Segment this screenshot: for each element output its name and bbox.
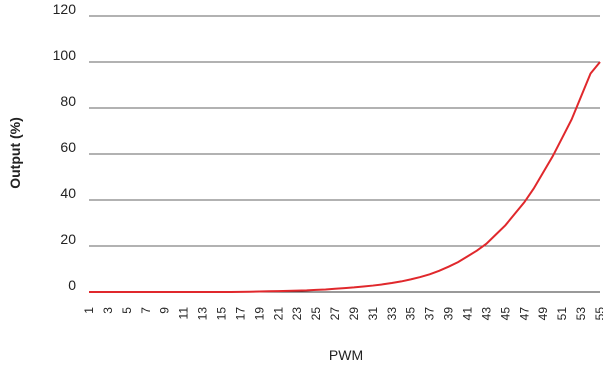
- x-tick-label-47: 47: [517, 307, 531, 321]
- x-tick-label-3: 3: [101, 307, 115, 314]
- x-tick-label-51: 51: [555, 307, 569, 321]
- x-axis-ticks: 1 3 5 7 9 11 13 15 17 19 21 23 25 27 29 31 33 35 37 39 41 43 4…: [82, 307, 603, 321]
- y-tick-label-60: 60: [60, 139, 76, 155]
- series-line-0: [89, 61, 601, 293]
- x-tick-label-43: 43: [479, 307, 493, 321]
- x-tick-label-17: 17: [233, 307, 247, 321]
- x-tick-label-5: 5: [120, 307, 134, 314]
- x-tick-label-13: 13: [196, 307, 210, 321]
- x-axis-title: PWM: [329, 347, 363, 363]
- x-tick-label-45: 45: [498, 307, 512, 321]
- y-tick-label-20: 20: [60, 231, 76, 247]
- y-tick-label-100: 100: [53, 47, 77, 63]
- x-tick-label-15: 15: [214, 307, 228, 321]
- x-tick-label-31: 31: [366, 307, 380, 321]
- x-tick-label-53: 53: [574, 307, 588, 321]
- y-tick-label-0: 0: [68, 277, 76, 293]
- grid-lines: [89, 15, 600, 293]
- x-tick-label-41: 41: [461, 307, 475, 321]
- y-tick-label-120: 120: [53, 1, 77, 17]
- y-tick-label-80: 80: [60, 93, 76, 109]
- x-tick-label-49: 49: [536, 307, 550, 321]
- y-axis-ticks: 0 20 40 60 80 100 120: [53, 1, 77, 293]
- x-tick-label-23: 23: [290, 307, 304, 321]
- y-tick-label-40: 40: [60, 185, 76, 201]
- x-tick-label-9: 9: [158, 307, 172, 314]
- y-axis-title: Output (%): [7, 117, 23, 189]
- x-tick-label-25: 25: [309, 307, 323, 321]
- x-tick-label-55: 55: [593, 307, 603, 321]
- x-tick-label-1: 1: [82, 307, 96, 314]
- x-tick-label-19: 19: [252, 307, 266, 321]
- x-tick-label-39: 39: [442, 307, 456, 321]
- x-tick-label-35: 35: [404, 307, 418, 321]
- x-tick-label-7: 7: [139, 307, 153, 314]
- series-group: [89, 61, 601, 293]
- x-tick-label-33: 33: [385, 307, 399, 321]
- x-tick-label-11: 11: [177, 307, 191, 320]
- x-tick-label-21: 21: [271, 307, 285, 321]
- x-tick-label-37: 37: [423, 307, 437, 321]
- x-tick-label-29: 29: [347, 307, 361, 321]
- x-tick-label-27: 27: [328, 307, 342, 321]
